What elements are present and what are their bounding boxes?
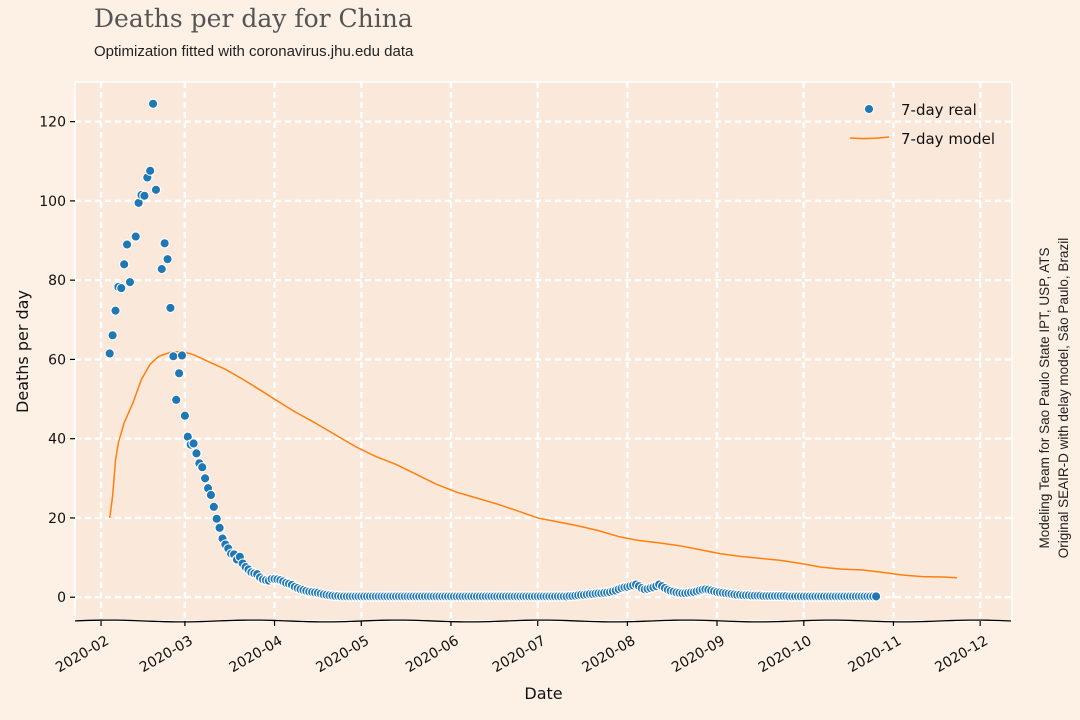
real-points-layer <box>104 98 882 602</box>
x-axis-line <box>74 619 1012 623</box>
legend-marker-model <box>849 136 890 140</box>
chart-title: Deaths per day for China <box>94 4 413 33</box>
data-point-real-20 <box>168 351 179 362</box>
legend-marker-real <box>863 103 875 115</box>
y-tick-label-1: 20 <box>48 511 66 527</box>
data-point-real-28 <box>191 448 202 459</box>
data-point-real-11 <box>139 190 150 201</box>
legend: 7-day real 7-day model <box>849 101 995 148</box>
data-point-real-6 <box>121 239 133 250</box>
data-point-real-27 <box>188 438 199 449</box>
chart-subtitle: Optimization fitted with coronavirus.jhu… <box>94 43 414 60</box>
y-axis: 0 20 40 60 80 100 120 <box>39 115 75 606</box>
x-tick-label-4: 2020-06 <box>403 633 462 676</box>
data-point-real-4 <box>116 282 127 294</box>
x-tick-label-7: 2020-09 <box>669 633 728 676</box>
x-tick-label-3: 2020-05 <box>313 633 372 676</box>
legend-label-model: 7-day model <box>901 130 995 148</box>
data-point-real-18 <box>162 254 173 265</box>
data-point-real-33 <box>205 489 217 501</box>
x-tick-label-0: 2020-02 <box>53 633 112 676</box>
x-tick-label-6: 2020-08 <box>580 633 639 676</box>
y-tick-label-0: 0 <box>57 590 66 606</box>
data-point-real-30 <box>197 462 208 473</box>
x-tick-label-5: 2020-07 <box>490 633 549 676</box>
x-axis-label: Date <box>524 684 562 703</box>
x-tick-label-10: 2020-12 <box>932 633 991 676</box>
data-point-real-24 <box>179 410 191 421</box>
data-point-real-5 <box>119 259 130 270</box>
y-tick-label-6: 120 <box>39 115 66 131</box>
model-line <box>108 350 958 579</box>
data-point-real-35 <box>211 513 222 524</box>
y-tick-label-5: 100 <box>39 194 66 210</box>
x-axis: 2020-02 2020-03 2020-04 2020-05 2020-06 2020-… <box>53 621 991 676</box>
data-point-real-263 <box>870 591 882 602</box>
x-tick-label-1: 2020-03 <box>137 633 196 676</box>
data-point-real-16 <box>156 263 167 275</box>
data-point-real-8 <box>130 231 141 242</box>
x-tick-label-9: 2020-11 <box>846 633 905 676</box>
data-point-real-13 <box>145 165 156 176</box>
credit-line-2: Original SEAIR-D with delay model, São P… <box>1056 237 1071 559</box>
data-point-real-23 <box>176 350 188 361</box>
data-point-real-7 <box>124 276 136 288</box>
y-axis-label: Deaths per day <box>13 290 32 413</box>
model-line-layer <box>108 350 958 579</box>
y-tick-label-2: 40 <box>48 432 66 448</box>
data-point-real-14 <box>147 98 159 109</box>
data-point-real-31 <box>199 473 211 484</box>
x-tick-label-2: 2020-04 <box>227 633 286 676</box>
x-tick-label-8: 2020-10 <box>756 633 815 676</box>
credit-line-1: Modeling Team for Sao Paulo State IPT, U… <box>1037 247 1052 549</box>
plot-area <box>74 81 1013 622</box>
data-point-real-17 <box>159 238 170 249</box>
data-point-real-36 <box>214 522 225 534</box>
data-point-real-34 <box>208 501 219 513</box>
credit-note: Modeling Team for Sao Paulo State IPT, U… <box>1035 238 1073 558</box>
data-point-real-21 <box>171 394 182 405</box>
y-tick-label-4: 80 <box>48 273 66 289</box>
data-point-real-2 <box>110 305 121 316</box>
data-point-real-0 <box>104 348 115 359</box>
data-point-real-22 <box>173 368 185 379</box>
data-point-real-1 <box>107 330 118 341</box>
data-point-real-15 <box>150 184 162 195</box>
data-point-real-19 <box>165 302 176 314</box>
legend-label-real: 7-day real <box>901 101 977 119</box>
y-tick-label-3: 60 <box>48 352 66 368</box>
